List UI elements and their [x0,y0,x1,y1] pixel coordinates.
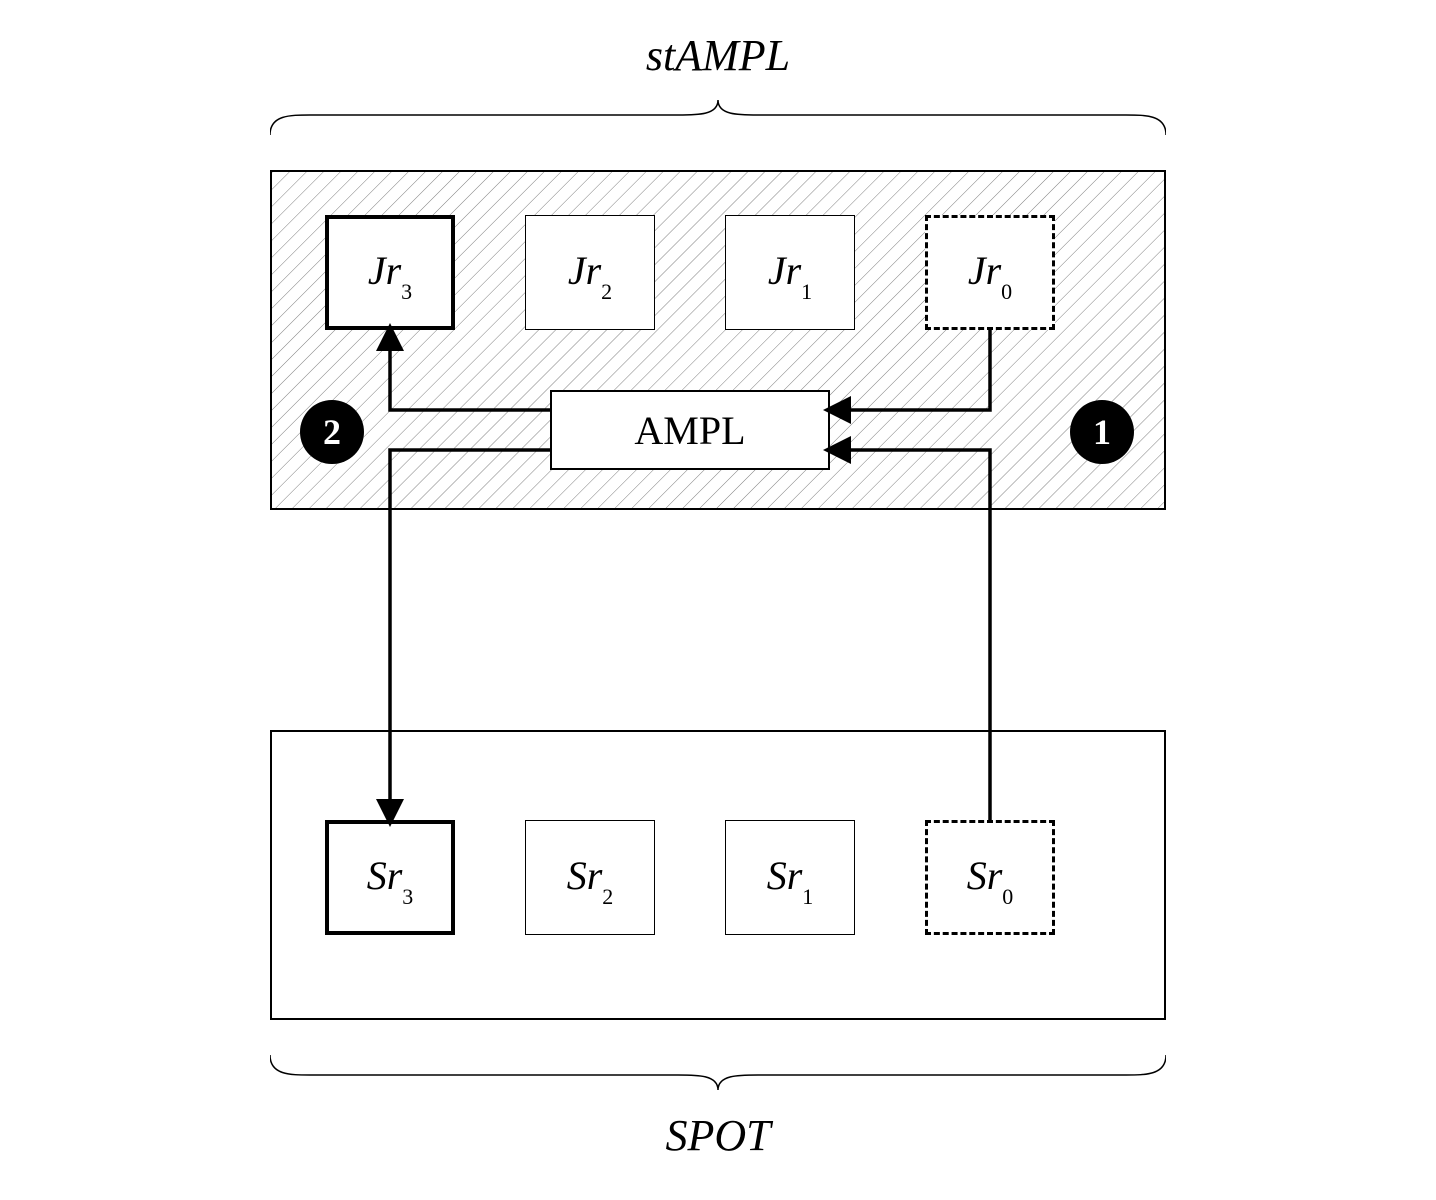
title-top-text: stAMPL [646,31,790,80]
badge-2: 2 [300,400,364,464]
sr-box-0: Sr0 [925,820,1055,935]
jr-box-1: Jr1 [725,215,855,330]
brace-top [270,100,1166,140]
badge-2-label: 2 [323,411,341,453]
title-bottom-text: SPOT [665,1111,770,1160]
sr2-label: Sr2 [567,852,614,904]
diagram-root: stAMPL Jr3 Jr2 Jr1 Jr0 AMPL 2 1 [220,30,1216,1170]
title-top: stAMPL [220,30,1216,81]
badge-1: 1 [1070,400,1134,464]
sr1-label: Sr1 [767,852,814,904]
badge-1-label: 1 [1093,411,1111,453]
title-bottom: SPOT [220,1110,1216,1161]
jr0-label: Jr0 [968,247,1012,299]
sr-box-1: Sr1 [725,820,855,935]
ampl-label: AMPL [634,407,745,454]
sr-box-2: Sr2 [525,820,655,935]
jr1-label: Jr1 [768,247,812,299]
jr-box-3: Jr3 [325,215,455,330]
sr3-label: Sr3 [367,852,414,904]
jr3-label: Jr3 [368,247,412,299]
sr0-label: Sr0 [967,852,1014,904]
jr-box-2: Jr2 [525,215,655,330]
brace-bottom [270,1050,1166,1090]
ampl-box: AMPL [550,390,830,470]
jr-box-0: Jr0 [925,215,1055,330]
sr-box-3: Sr3 [325,820,455,935]
jr2-label: Jr2 [568,247,612,299]
